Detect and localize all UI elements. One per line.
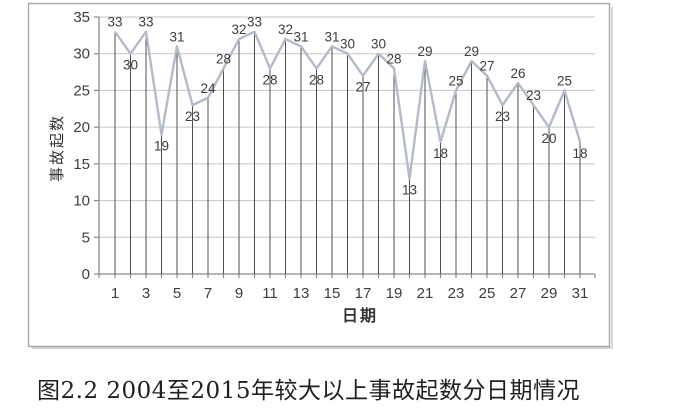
data-label: 28 — [216, 51, 231, 66]
data-label: 27 — [479, 59, 494, 74]
x-tick-label: 17 — [355, 285, 372, 302]
x-tick-label: 21 — [417, 285, 434, 302]
data-label: 33 — [138, 15, 153, 30]
x-tick-label: 27 — [510, 285, 527, 302]
data-label: 29 — [464, 44, 479, 59]
x-tick-label: 29 — [541, 285, 558, 302]
data-label: 33 — [107, 15, 122, 30]
figure-caption: 图2.2 2004至2015年较大以上事故起数分日期情况 — [37, 378, 580, 404]
data-label: 28 — [309, 72, 324, 87]
y-tick-label: 10 — [73, 193, 90, 210]
data-label: 25 — [557, 73, 572, 88]
data-label: 31 — [324, 29, 339, 44]
data-label: 33 — [247, 15, 262, 30]
data-label: 30 — [123, 58, 138, 73]
x-axis-title: 日期 — [342, 306, 378, 325]
y-tick-label: 25 — [73, 82, 90, 99]
x-tick-label: 15 — [324, 285, 341, 302]
data-label: 31 — [169, 29, 184, 44]
x-tick-label: 3 — [142, 285, 150, 302]
data-label: 25 — [448, 73, 463, 88]
y-axis-title: 事故起数 — [49, 114, 66, 182]
x-tick-label: 23 — [448, 285, 465, 302]
data-label: 32 — [278, 22, 293, 37]
data-label: 24 — [200, 81, 216, 96]
data-label: 23 — [526, 88, 541, 103]
x-tick-label: 25 — [479, 285, 496, 302]
x-tick-label: 5 — [173, 285, 181, 302]
x-tick-label: 19 — [386, 285, 403, 302]
data-label: 28 — [386, 51, 401, 66]
y-tick-label: 0 — [82, 266, 90, 283]
data-label: 23 — [185, 109, 200, 124]
data-label: 18 — [433, 146, 448, 161]
x-tick-label: 31 — [572, 285, 589, 302]
data-label: 31 — [293, 29, 308, 44]
y-tick-label: 5 — [82, 229, 90, 246]
data-label: 30 — [371, 37, 386, 52]
x-tick-label: 9 — [235, 285, 243, 302]
data-label: 29 — [417, 44, 432, 59]
data-label: 20 — [541, 131, 556, 146]
data-label: 27 — [355, 80, 370, 95]
x-tick-label: 7 — [204, 285, 212, 302]
x-tick-label: 11 — [262, 285, 278, 302]
chart-frame — [27, 2, 611, 348]
data-label: 13 — [402, 183, 417, 198]
data-label: 30 — [340, 37, 355, 52]
data-label: 23 — [495, 109, 510, 124]
data-label: 28 — [262, 72, 277, 87]
data-label: 19 — [154, 138, 169, 153]
data-label: 32 — [231, 22, 246, 37]
y-tick-label: 35 — [73, 9, 90, 26]
x-tick-label: 1 — [111, 285, 119, 302]
x-tick-label: 13 — [293, 285, 310, 302]
frame-shadow — [32, 7, 613, 349]
y-tick-label: 15 — [73, 156, 90, 173]
y-tick-label: 30 — [73, 46, 90, 63]
data-label: 18 — [572, 146, 587, 161]
data-label: 26 — [510, 66, 525, 81]
series-line — [114, 30, 582, 180]
y-tick-label: 20 — [73, 119, 90, 136]
